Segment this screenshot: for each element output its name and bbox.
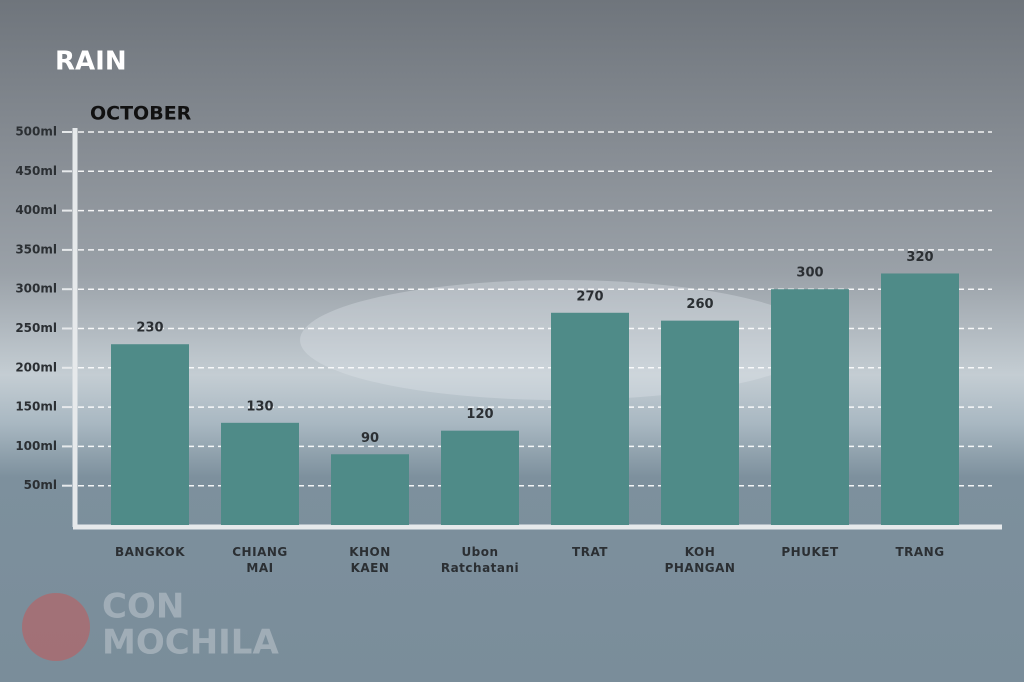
value-label: 130 xyxy=(246,399,273,414)
bar xyxy=(771,289,849,525)
x-tick-label: KOH PHANGAN xyxy=(664,545,736,575)
x-tick-label: PHUKET xyxy=(781,545,839,559)
x-tick-label: CHIANG MAI xyxy=(232,545,288,575)
value-label: 120 xyxy=(466,407,493,422)
y-tick-label: 450ml xyxy=(15,164,57,178)
bar xyxy=(661,320,739,525)
y-tick-label: 250ml xyxy=(15,321,57,335)
brand-text: CON xyxy=(102,587,184,627)
value-label: 90 xyxy=(361,431,379,446)
x-tick-label: TRAT xyxy=(572,545,608,559)
bar xyxy=(551,312,629,525)
y-tick-label: 400ml xyxy=(15,203,57,217)
y-tick-label: 200ml xyxy=(15,360,57,374)
chart-title: RAIN xyxy=(55,47,127,77)
brand-text: MOCHILA xyxy=(102,623,279,663)
bar xyxy=(331,454,409,525)
y-tick-label: 300ml xyxy=(15,282,57,296)
chart-subtitle: OCTOBER xyxy=(90,103,192,125)
value-label: 320 xyxy=(906,250,933,265)
x-tick-label: TRANG xyxy=(895,545,945,559)
y-tick-label: 500ml xyxy=(15,125,57,139)
bar xyxy=(111,344,189,525)
x-tick-label: BANGKOK xyxy=(114,545,186,559)
bar xyxy=(221,422,299,525)
value-label: 270 xyxy=(576,289,603,304)
y-tick-label: 350ml xyxy=(15,242,57,256)
y-tick-label: 50ml xyxy=(24,478,57,492)
value-label: 260 xyxy=(686,297,713,312)
x-tick-label: KHON KAEN xyxy=(349,545,391,575)
brand-logo xyxy=(22,593,90,661)
x-tick-label: Ubon Ratchatani xyxy=(440,545,520,575)
value-label: 300 xyxy=(796,266,823,281)
y-tick-label: 150ml xyxy=(15,400,57,414)
y-tick-label: 100ml xyxy=(15,439,57,453)
bar xyxy=(881,273,959,525)
bar xyxy=(441,430,519,525)
value-label: 230 xyxy=(136,321,163,336)
